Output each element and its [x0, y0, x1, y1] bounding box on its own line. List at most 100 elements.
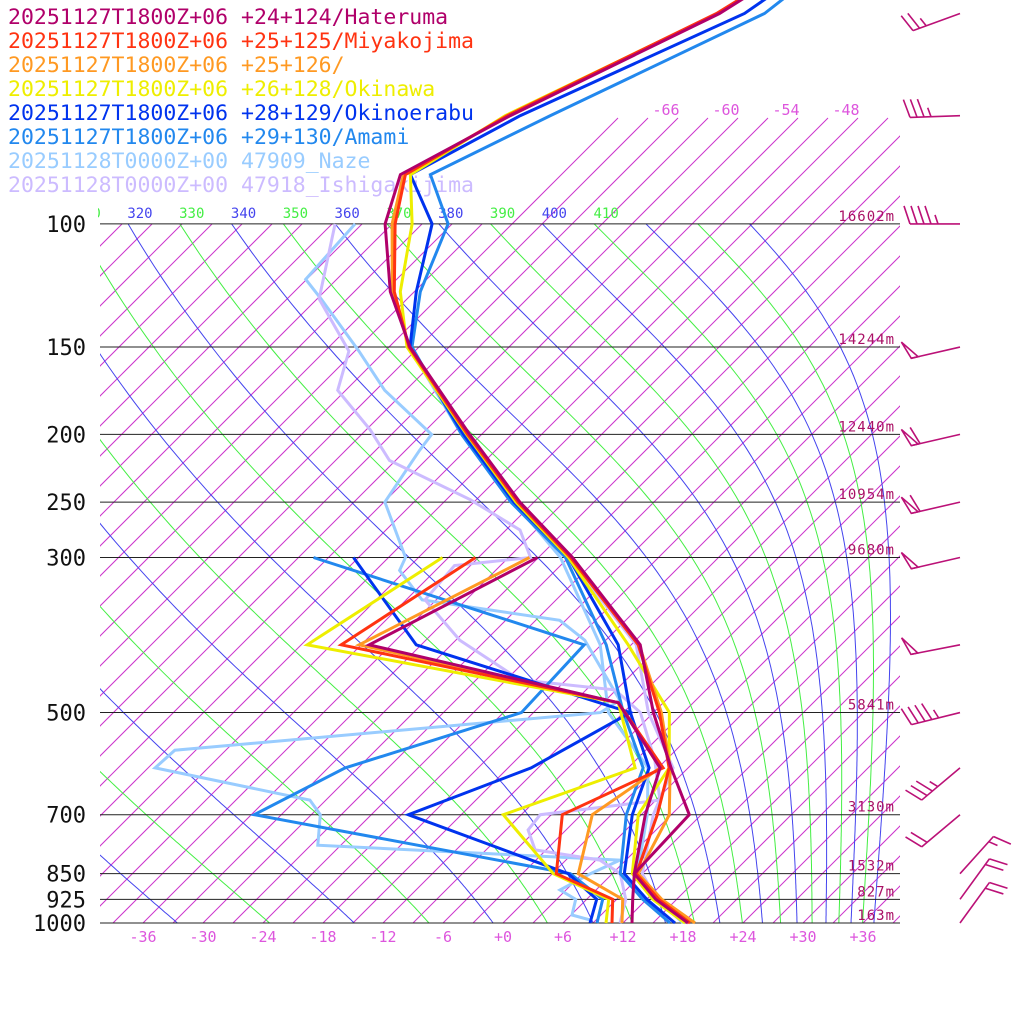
wind-barb-500: [900, 703, 961, 726]
isotherm-line: [100, 117, 799, 817]
legend-entry: 20251127T1800Z+06 +28+129/Okinoerabu: [8, 101, 474, 126]
wind-barb-full: [909, 99, 918, 118]
wind-barb-full: [915, 780, 933, 792]
wind-barb-full: [900, 708, 913, 726]
isotherm-line: [100, 117, 739, 757]
wind-pennant: [900, 496, 920, 515]
height-label: 5841m: [848, 698, 895, 714]
wind-barb-full: [907, 706, 919, 724]
wind-barb-full: [917, 205, 925, 225]
isotherm-line: [983, 118, 1024, 923]
isotherm-line: [100, 117, 829, 847]
pseudo-adiabat-440: [749, 224, 891, 923]
isotherm-line: [142, 165, 900, 923]
wind-barb-300: [900, 551, 961, 570]
isotherm-line: [292, 315, 900, 923]
isotherm-line: [652, 675, 900, 923]
wind-barb-full: [989, 881, 1008, 890]
wind-barb-full: [902, 99, 911, 118]
isotherm-line: [322, 345, 900, 923]
isotherm-line: [923, 118, 1024, 923]
wind-barb-half: [929, 780, 939, 788]
isotherm-line: [100, 223, 183, 307]
isotherm-line: [100, 223, 303, 427]
wind-barb-200: [900, 426, 961, 447]
legend-entry: 20251128T0000Z+00 47909_Naze: [8, 149, 370, 174]
theta-label: 320: [127, 206, 152, 222]
dewpoint-trace-ishigakijima: [317, 223, 662, 924]
isotherm-line: [802, 825, 900, 923]
wind-barb-half: [934, 214, 939, 225]
x-tick-label: +0: [494, 928, 512, 946]
theta-labels: 310 320 330 340 350 360 370 380 390 400 410: [98, 206, 619, 222]
pseudo-adiabat-250: [100, 770, 270, 923]
isotherm-line: [100, 223, 333, 457]
height-label: 10954m: [838, 487, 895, 503]
wind-barb-400: [900, 637, 961, 656]
wind-barb-full: [903, 205, 911, 225]
isotherm-line: [100, 223, 213, 337]
isotherm-line: [100, 117, 649, 667]
pressure-label: 150: [46, 336, 86, 361]
isotherm-line: [100, 223, 423, 547]
wind-barb-700: [905, 814, 961, 848]
temperature-trace-okinoerabu: [408, 0, 767, 925]
isotherm-line: [562, 585, 900, 923]
wind-barb-925: [959, 858, 1008, 900]
x-tick-label: -12: [369, 928, 396, 946]
isotherm-line: [112, 135, 900, 923]
wind-barbs: [900, 12, 1012, 924]
theta-label: 350: [283, 206, 308, 222]
isotherm-line: [532, 555, 900, 923]
x-tick-label: -24: [249, 928, 276, 946]
pseudo-adiabat-240: [100, 854, 178, 923]
isotherm-line: [352, 375, 900, 923]
isotherm-line: [100, 117, 769, 787]
wind-barb-full: [916, 98, 925, 118]
height-label: 16602m: [838, 209, 895, 225]
wind-barb-full: [905, 789, 923, 801]
pressure-label: 850: [46, 863, 86, 888]
isotherm-line: [742, 765, 900, 923]
legend: 20251127T1800Z+06 +24+124/Hateruma 202511…: [8, 5, 474, 198]
isotherm-line: [100, 117, 709, 727]
legend-entry: 20251127T1800Z+06 +25+126/: [8, 53, 345, 78]
pseudo-adiabats: [100, 224, 891, 923]
wind-barb-full: [914, 704, 926, 722]
wind-barb-250: [900, 494, 961, 515]
wind-pennant: [900, 551, 920, 570]
wind-barb-full: [910, 784, 928, 797]
pressure-label: 250: [46, 491, 86, 516]
isotherm-line: [412, 435, 900, 923]
theta-label: 400: [542, 206, 567, 222]
legend-entry: 20251127T1800Z+06 +29+130/Amami: [8, 125, 409, 150]
isotherm-line: [100, 223, 243, 367]
wind-barb-full: [989, 858, 1008, 866]
x-tick-label: +12: [609, 928, 636, 946]
pressure-lines: [100, 223, 900, 924]
isotherm-line: [592, 615, 900, 923]
isotherm-line: [232, 255, 900, 923]
wind-barb-full: [900, 15, 914, 32]
dewpoint-trace-hateruma: [364, 556, 662, 924]
pressure-label: 1000: [33, 912, 86, 937]
x-tick-label: -36: [129, 928, 156, 946]
isotherm-line: [100, 223, 273, 397]
wind-barb-full: [985, 863, 1004, 872]
legend-entry: 20251127T1800Z+06 +26+128/Okinawa: [8, 77, 435, 102]
height-label: 827m: [857, 884, 895, 900]
pressure-label: 700: [46, 804, 86, 829]
isotherm-line: [100, 117, 859, 877]
dewpoint-trace-series-2: [354, 556, 663, 924]
temperature-trace-hateruma: [383, 0, 744, 925]
x-tick-label: +24: [729, 928, 756, 946]
wind-barb-1000: [959, 881, 1008, 924]
legend-entry: 20251127T1800Z+06 +24+124/Hateruma: [8, 5, 448, 30]
isotherm-line: [472, 495, 900, 923]
isotherm-line: [100, 223, 393, 517]
isotherm-line: [100, 117, 889, 907]
pressure-label: 925: [46, 888, 86, 913]
isotherm-top-label: -60: [712, 101, 739, 119]
wind-barb-full: [910, 205, 918, 225]
